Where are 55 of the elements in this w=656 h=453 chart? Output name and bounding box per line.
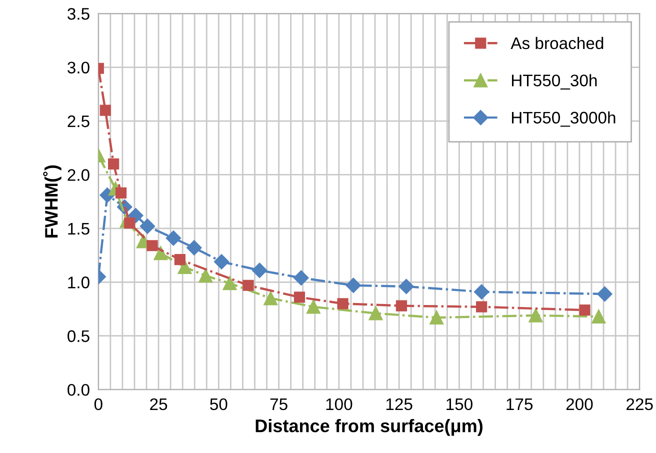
y-tick-label: 1.5 bbox=[68, 223, 90, 235]
y-tick-label: 2.0 bbox=[68, 169, 90, 181]
point bbox=[140, 218, 156, 234]
x-axis-title: Distance from surface(μm) bbox=[256, 419, 482, 436]
point bbox=[128, 208, 144, 224]
point bbox=[396, 300, 408, 312]
point bbox=[346, 278, 361, 293]
point bbox=[166, 230, 182, 246]
x-tick-label: 100 bbox=[326, 398, 352, 410]
point bbox=[186, 240, 202, 256]
y-tick-label: 0.0 bbox=[68, 384, 90, 396]
point bbox=[597, 286, 612, 302]
legend-label: HT550_3000h bbox=[512, 111, 616, 127]
point bbox=[198, 268, 213, 283]
x-tick-label: 0 bbox=[94, 398, 102, 410]
point bbox=[337, 298, 348, 310]
point bbox=[368, 306, 383, 320]
point bbox=[108, 158, 120, 170]
x-tick-label: 50 bbox=[210, 398, 228, 410]
y-tick-label: 3.5 bbox=[68, 8, 90, 20]
x-tick-label: 200 bbox=[566, 398, 593, 410]
point bbox=[124, 218, 136, 229]
point bbox=[476, 301, 488, 312]
point bbox=[146, 240, 158, 252]
x-tick-label: 75 bbox=[270, 398, 288, 410]
x-tick-label: 150 bbox=[446, 398, 472, 410]
point bbox=[592, 310, 606, 324]
y-tick-label: 1.0 bbox=[68, 276, 90, 288]
x-tick-label: 225 bbox=[626, 398, 653, 410]
x-tick-label: 25 bbox=[150, 398, 168, 410]
y-axis-title: FWHM(˚) bbox=[43, 165, 62, 238]
y-tick-label: 3.0 bbox=[68, 62, 90, 74]
point bbox=[579, 304, 590, 316]
point bbox=[306, 300, 320, 314]
point bbox=[100, 104, 111, 116]
point bbox=[528, 308, 543, 322]
point bbox=[242, 280, 254, 291]
y-tick-label: 0.5 bbox=[68, 330, 90, 342]
legend-label: As broached bbox=[510, 36, 604, 50]
point bbox=[115, 187, 127, 199]
point bbox=[214, 254, 230, 270]
legend-label: HT550_30h bbox=[512, 74, 597, 90]
point bbox=[430, 310, 444, 325]
point bbox=[398, 278, 414, 294]
point bbox=[174, 254, 186, 266]
point bbox=[154, 246, 168, 260]
point bbox=[252, 262, 268, 278]
x-tick-label: 175 bbox=[506, 398, 533, 410]
point bbox=[222, 276, 237, 290]
y-tick-label: 2.5 bbox=[68, 115, 90, 128]
point bbox=[264, 291, 278, 306]
point bbox=[294, 270, 309, 286]
point bbox=[474, 284, 490, 300]
x-tick-label: 125 bbox=[386, 398, 412, 410]
point bbox=[294, 292, 306, 303]
